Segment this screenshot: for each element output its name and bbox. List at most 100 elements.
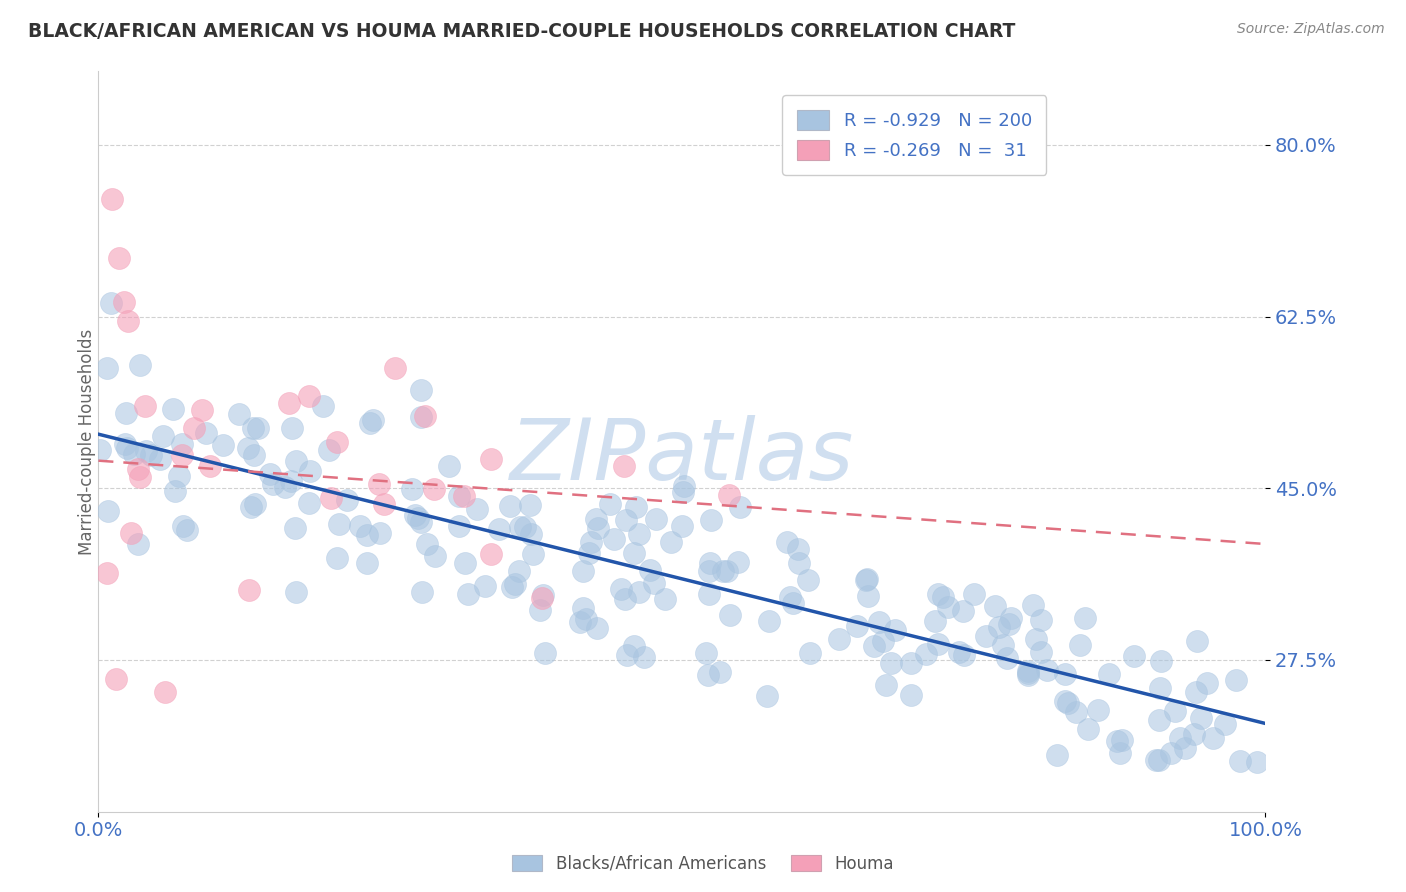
Point <box>198 458 221 473</box>
Point <box>952 604 974 618</box>
Point <box>422 482 444 496</box>
Point <box>638 563 661 577</box>
Point <box>1189 711 1212 725</box>
Point <box>1025 632 1047 647</box>
Point <box>384 361 406 376</box>
Point <box>408 510 430 524</box>
Point <box>924 614 946 628</box>
Point <box>718 607 741 622</box>
Point <box>616 648 638 662</box>
Point <box>285 584 308 599</box>
Point <box>349 518 371 533</box>
Point <box>1246 755 1268 769</box>
Point <box>115 406 138 420</box>
Point <box>245 497 267 511</box>
Point <box>654 592 676 607</box>
Point <box>624 500 647 515</box>
Text: Source: ZipAtlas.com: Source: ZipAtlas.com <box>1237 22 1385 37</box>
Point <box>1017 666 1039 681</box>
Point <box>228 407 250 421</box>
Point <box>488 522 510 536</box>
Point <box>457 587 479 601</box>
Point <box>610 582 633 596</box>
Point <box>856 590 879 604</box>
Point <box>927 587 949 601</box>
Legend: R = -0.929   N = 200, R = -0.269   N =  31: R = -0.929 N = 200, R = -0.269 N = 31 <box>782 95 1046 175</box>
Point <box>644 512 666 526</box>
Point <box>298 389 321 403</box>
Point <box>1229 754 1251 768</box>
Point <box>321 491 343 506</box>
Point <box>1105 734 1128 748</box>
Point <box>846 619 869 633</box>
Point <box>411 515 433 529</box>
Point <box>240 500 263 514</box>
Point <box>868 615 890 630</box>
Point <box>509 519 531 533</box>
Point <box>529 603 551 617</box>
Point <box>501 580 523 594</box>
Point <box>120 525 142 540</box>
Point <box>787 556 810 570</box>
Point <box>183 421 205 435</box>
Point <box>437 458 460 473</box>
Legend: Blacks/African Americans, Houma: Blacks/African Americans, Houma <box>506 848 900 880</box>
Point <box>298 496 321 510</box>
Point <box>1150 654 1173 668</box>
Point <box>697 586 720 600</box>
Point <box>716 564 738 578</box>
Point <box>167 469 190 483</box>
Point <box>284 454 307 468</box>
Point <box>671 519 693 533</box>
Point <box>709 665 731 679</box>
Point <box>614 513 637 527</box>
Text: ZIPatlas: ZIPatlas <box>510 415 853 498</box>
Point <box>172 518 194 533</box>
Point <box>370 526 392 541</box>
Point <box>89 442 111 457</box>
Point <box>627 527 650 541</box>
Point <box>1185 684 1208 698</box>
Point <box>1225 673 1247 688</box>
Point <box>1064 705 1087 719</box>
Point <box>242 421 264 435</box>
Point <box>915 647 938 661</box>
Point <box>900 656 922 670</box>
Point <box>872 634 894 648</box>
Point <box>128 359 150 373</box>
Point <box>623 639 645 653</box>
Point <box>728 500 751 514</box>
Point <box>1111 732 1133 747</box>
Point <box>927 637 949 651</box>
Point <box>114 437 136 451</box>
Point <box>602 532 624 546</box>
Point <box>127 461 149 475</box>
Point <box>155 685 177 699</box>
Point <box>195 425 218 440</box>
Point <box>997 617 1019 632</box>
Point <box>953 648 976 662</box>
Point <box>1160 746 1182 760</box>
Point <box>170 437 193 451</box>
Point <box>139 448 162 462</box>
Point <box>533 646 555 660</box>
Point <box>581 535 603 549</box>
Point <box>423 549 446 563</box>
Point <box>508 564 530 578</box>
Point <box>1174 740 1197 755</box>
Point <box>987 620 1010 634</box>
Point <box>112 294 135 309</box>
Point <box>948 645 970 659</box>
Point <box>1213 716 1236 731</box>
Point <box>404 508 426 523</box>
Point <box>127 537 149 551</box>
Point <box>318 442 340 457</box>
Point <box>361 413 384 427</box>
Point <box>176 523 198 537</box>
Point <box>1074 611 1097 625</box>
Y-axis label: Married-couple Households: Married-couple Households <box>79 328 96 555</box>
Point <box>284 521 307 535</box>
Point <box>128 469 150 483</box>
Point <box>278 395 301 409</box>
Point <box>212 438 235 452</box>
